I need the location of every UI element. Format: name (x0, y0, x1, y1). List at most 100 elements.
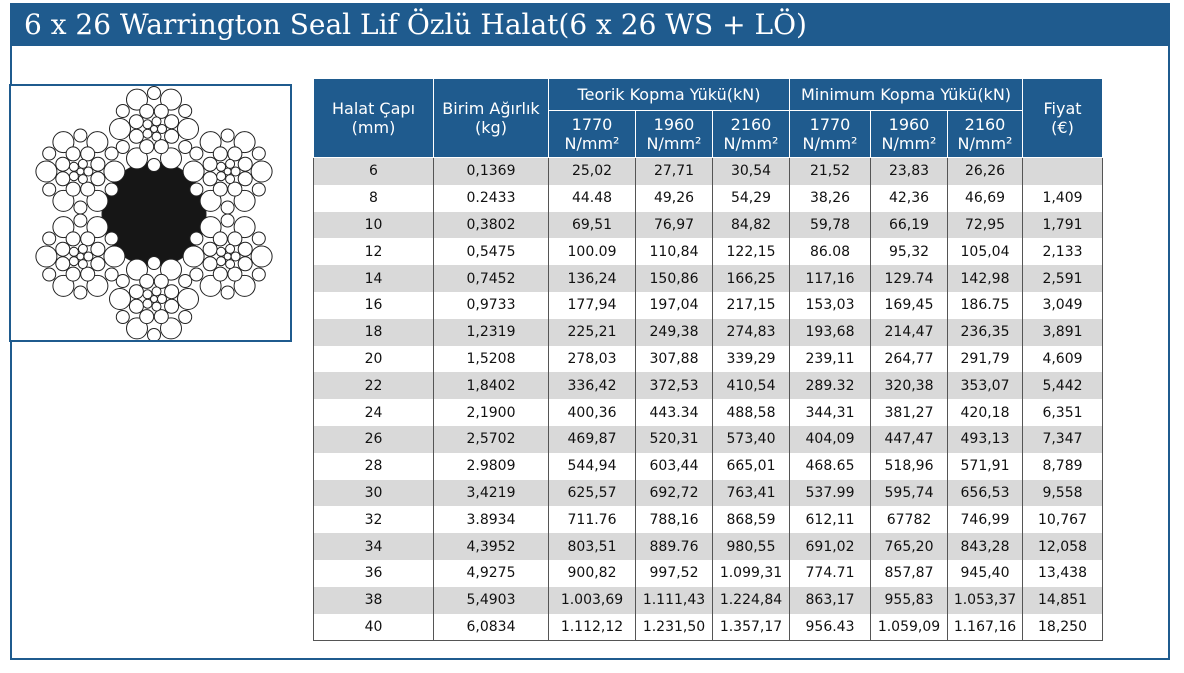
table-cell: 1,5208 (433, 345, 549, 373)
table-cell: 320,38 (870, 372, 948, 400)
table-cell: 197,04 (635, 291, 713, 319)
table-row: 38 5,4903 1.003,69 1.111,43 1.224,84 863,17 95… (313, 586, 1103, 614)
table-cell: 20 (313, 345, 434, 373)
header-grade: 2160 N/mm² (947, 110, 1023, 158)
table-cell: 945,40 (947, 559, 1023, 587)
table-cell: 573,40 (712, 425, 790, 453)
table-cell: 4,9275 (433, 559, 549, 587)
table-cell: 1,409 (1022, 184, 1103, 212)
table-cell: 3,891 (1022, 318, 1103, 346)
table-cell: 291,79 (947, 345, 1023, 373)
table-cell: 14,851 (1022, 586, 1103, 614)
table-cell: 22 (313, 372, 434, 400)
table-cell: 21,52 (789, 157, 871, 185)
table-cell: 410,54 (712, 372, 790, 400)
table-cell: 0.2433 (433, 184, 549, 212)
table-cell: 105,04 (947, 238, 1023, 266)
table-cell: 42,36 (870, 184, 948, 212)
table-cell: 3.8934 (433, 506, 549, 534)
table-cell: 344,31 (789, 399, 871, 426)
table-cell: 788,16 (635, 506, 713, 534)
table-cell: 6,0834 (433, 613, 549, 642)
table-row: 8 0.2433 44.48 49,26 54,29 38,26 42,36 46,69 1,4… (313, 184, 1103, 212)
table-cell: 46,69 (947, 184, 1023, 212)
table-cell: 1.357,17 (712, 613, 790, 642)
table-cell: 1.167,16 (947, 613, 1023, 642)
table-cell: 30,54 (712, 157, 790, 185)
table-cell: 6,351 (1022, 399, 1103, 426)
table-cell: 239,11 (789, 345, 871, 373)
table-cell: 3,4219 (433, 479, 549, 507)
table-cell: 336,42 (548, 372, 636, 400)
table-row: 10 0,3802 69,51 76,97 84,82 59,78 66,19 72,95 1,… (313, 211, 1103, 239)
table-cell: 26,26 (947, 157, 1023, 185)
table-cell: 612,11 (789, 506, 871, 534)
table-cell: 665,01 (712, 452, 790, 480)
table-cell: 84,82 (712, 211, 790, 239)
table-cell: 692,72 (635, 479, 713, 507)
table-cell: 16 (313, 291, 434, 319)
table-cell: 307,88 (635, 345, 713, 373)
table-cell: 420,18 (947, 399, 1023, 426)
table-cell: 863,17 (789, 586, 871, 614)
table-row: 6 0,1369 25,02 27,71 30,54 21,52 23,83 26,26 (313, 157, 1103, 185)
table-cell: 166,25 (712, 265, 790, 292)
table-cell: 1,791 (1022, 211, 1103, 239)
table-cell: 27,71 (635, 157, 713, 185)
header-price: Fiyat (€) (1022, 78, 1103, 158)
table-cell: 177,94 (548, 291, 636, 319)
table-cell (1022, 157, 1103, 185)
table-cell: 36 (313, 559, 434, 587)
table-cell: 0,5475 (433, 238, 549, 266)
table-cell: 100.09 (548, 238, 636, 266)
table-cell: 110,84 (635, 238, 713, 266)
table-cell: 1.224,84 (712, 586, 790, 614)
table-row: 22 1,8402 336,42 372,53 410,54 289.32 320,38 35… (313, 372, 1103, 400)
table-cell: 746,99 (947, 506, 1023, 534)
title-bar: 6 x 26 Warrington Seal Lif Özlü Halat(6 … (12, 5, 1168, 46)
table-cell: 18,250 (1022, 613, 1103, 642)
table-cell: 169,45 (870, 291, 948, 319)
table-cell: 956.43 (789, 613, 871, 642)
table-cell: 691,02 (789, 533, 871, 560)
table-cell: 2,133 (1022, 238, 1103, 266)
table-cell: 5,442 (1022, 372, 1103, 400)
table-cell: 353,07 (947, 372, 1023, 400)
table-row: 20 1,5208 278,03 307,88 339,29 239,11 264,77 29… (313, 345, 1103, 373)
table-row: 24 2,1900 400,36 443.34 488,58 344,31 381,27 42… (313, 399, 1103, 426)
table-cell: 186.75 (947, 291, 1023, 319)
header-grade: 1960 N/mm² (870, 110, 948, 158)
table-cell: 193,68 (789, 318, 871, 346)
table-cell: 711.76 (548, 506, 636, 534)
table-cell: 0,7452 (433, 265, 549, 292)
table-cell: 28 (313, 452, 434, 480)
table-cell: 1.059,09 (870, 613, 948, 642)
table-cell: 339,29 (712, 345, 790, 373)
table-cell: 1.111,43 (635, 586, 713, 614)
table-cell: 44.48 (548, 184, 636, 212)
table-cell: 49,26 (635, 184, 713, 212)
table-cell: 857,87 (870, 559, 948, 587)
table-cell: 1.003,69 (548, 586, 636, 614)
table-cell: 72,95 (947, 211, 1023, 239)
table-cell: 86.08 (789, 238, 871, 266)
table-cell: 142,98 (947, 265, 1023, 292)
table-cell: 24 (313, 399, 434, 426)
table-row: 32 3.8934 711.76 788,16 868,59 612,11 67782 746… (313, 506, 1103, 534)
table-cell: 150,86 (635, 265, 713, 292)
table-cell: 656,53 (947, 479, 1023, 507)
table-cell: 129.74 (870, 265, 948, 292)
table-cell: 10 (313, 211, 434, 239)
price-table: Halat Çapı (mm) Birim Ağırlık (kg) Teorik … (313, 78, 1103, 642)
table-cell: 520,31 (635, 425, 713, 453)
table-cell: 763,41 (712, 479, 790, 507)
table-cell: 765,20 (870, 533, 948, 560)
table-cell: 1.231,50 (635, 613, 713, 642)
table-row: 14 0,7452 136,24 150,86 166,25 117,16 129.74 14… (313, 265, 1103, 292)
table-cell: 278,03 (548, 345, 636, 373)
table-row: 12 0,5475 100.09 110,84 122,15 86.08 95,32 105,… (313, 238, 1103, 266)
table-cell: 2,5702 (433, 425, 549, 453)
table-row: 36 4,9275 900,82 997,52 1.099,31 774.71 857,87… (313, 559, 1103, 587)
table-cell: 774.71 (789, 559, 871, 587)
table-row: 30 3,4219 625,57 692,72 763,41 537.99 595,74 65… (313, 479, 1103, 507)
